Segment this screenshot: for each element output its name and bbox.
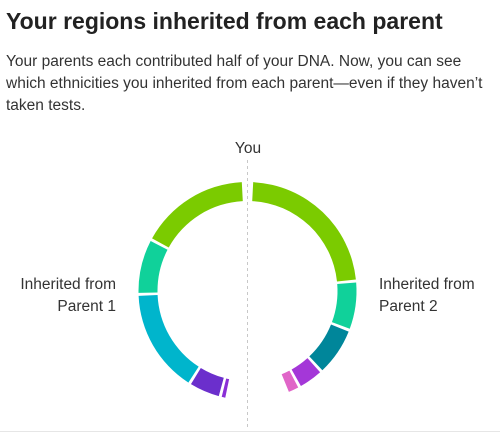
parent2-label: Inherited from Parent 2	[379, 274, 499, 318]
parent2-segment-5[interactable]	[281, 370, 299, 392]
parent2-segment-3[interactable]	[309, 324, 349, 371]
you-label: You	[234, 140, 262, 157]
parent2-segment-1[interactable]	[252, 182, 356, 282]
parent1-label-line1: Inherited from	[20, 276, 116, 293]
parent1-segment-1[interactable]	[152, 182, 243, 248]
parent2-segment-4[interactable]	[291, 358, 321, 387]
parent1-segment-3[interactable]	[138, 295, 199, 383]
page-title: Your regions inherited from each parent	[6, 8, 443, 34]
parent2-label-line2: Parent 2	[379, 298, 438, 315]
parent1-label-line2: Parent 1	[57, 298, 116, 315]
description-text: Your parents each contributed half of yo…	[6, 53, 483, 114]
parent1-segment-2[interactable]	[138, 241, 168, 293]
parent1-label: Inherited from Parent 1	[0, 274, 116, 318]
parent1-segment-4[interactable]	[190, 367, 224, 397]
parent2-segment-2[interactable]	[331, 282, 357, 329]
bottom-divider	[0, 431, 500, 432]
parent2-label-line1: Inherited from	[379, 276, 475, 293]
parent1-segment-5[interactable]	[221, 378, 230, 398]
donut-segments	[138, 182, 357, 398]
